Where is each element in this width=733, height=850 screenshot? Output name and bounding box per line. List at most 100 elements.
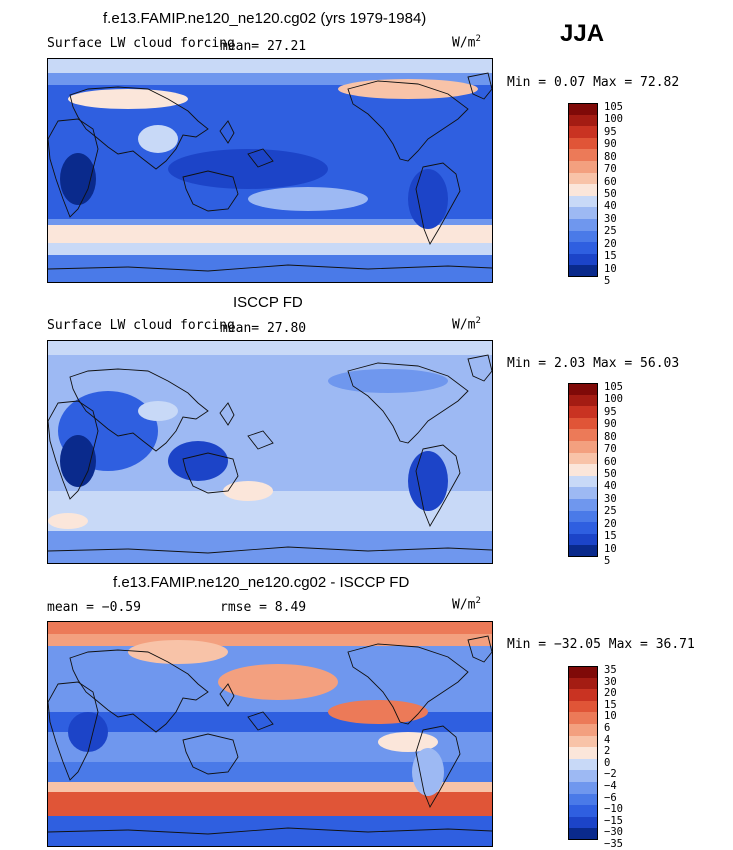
panel-2-map <box>47 340 493 564</box>
colorbar-tick-label: 90 <box>604 418 617 431</box>
coastline-antarctica <box>48 546 492 554</box>
colorbar-tick-label: 5 <box>604 275 611 287</box>
colorbar-tick-label: 70 <box>604 163 617 176</box>
field-patch <box>138 401 178 421</box>
coastline <box>182 733 239 775</box>
colorbar-tick-label: 105 <box>604 101 623 113</box>
colorbar-tick-label: −4 <box>604 780 617 792</box>
coastline <box>69 86 209 170</box>
coastline <box>467 72 492 100</box>
field-patch <box>68 89 188 109</box>
panel-3-rmse-label: rmse = 8.49 <box>220 600 307 615</box>
colorbar-frame <box>568 666 598 840</box>
panel-1-title: f.e13.FAMIP.ne120_ne120.cg02 (yrs 1979-1… <box>103 10 427 27</box>
colorbar-tick-label: 80 <box>604 150 617 163</box>
coastline-antarctica <box>48 827 492 835</box>
colorbar-tick-label: −30 <box>604 826 623 839</box>
coastline <box>347 80 469 162</box>
coastline <box>219 120 235 144</box>
field-patch <box>378 732 438 752</box>
field-patch <box>338 79 478 99</box>
colorbar-tick-label: 95 <box>604 125 617 138</box>
panel-2-title: ISCCP FD <box>233 294 303 311</box>
colorbar-tick-label: 4 <box>604 733 611 746</box>
colorbar-tick-label: −2 <box>604 768 617 781</box>
panel-3-units: W/m2 <box>452 596 481 613</box>
coastline <box>247 148 274 168</box>
field-patch <box>328 369 448 393</box>
field-band <box>48 243 492 255</box>
colorbar-tick-label: 50 <box>604 468 617 480</box>
coastline <box>69 649 209 733</box>
colorbar-tick-label: 2 <box>604 745 611 758</box>
panel-3-map <box>47 621 493 847</box>
panel-2-mean-label: mean= 27.80 <box>220 321 307 336</box>
colorbar-tick-label: 6 <box>604 722 611 734</box>
colorbar-tick-label: 15 <box>604 530 617 543</box>
field-patch <box>138 125 178 153</box>
colorbar-tick-label: 30 <box>604 492 617 505</box>
coastline <box>347 643 469 725</box>
colorbar-tick-label: 30 <box>604 675 617 688</box>
field-band <box>48 59 492 73</box>
panel-1-map-svg <box>48 59 492 282</box>
field-band <box>48 622 492 634</box>
panel-1-units: W/m2 <box>452 34 481 51</box>
colorbar-tick-label: 20 <box>604 517 617 530</box>
panel-1-map <box>47 58 493 283</box>
colorbar-tick-label: 100 <box>604 113 623 126</box>
coastline-antarctica <box>48 264 492 272</box>
field-patch <box>328 700 428 724</box>
colorbar-tick-label: 80 <box>604 430 617 443</box>
colorbar-frame <box>568 103 598 277</box>
coastline <box>347 362 469 444</box>
coastline <box>219 683 235 707</box>
panel-2-variable-label: Surface LW cloud forcing <box>47 318 235 333</box>
colorbar-tick-label: 90 <box>604 138 617 151</box>
panel-1-min-max: Min = 0.07 Max = 72.82 <box>507 75 680 90</box>
coastline <box>247 430 274 450</box>
coastline <box>48 400 99 500</box>
panel-2-map-svg <box>48 341 492 563</box>
coastline <box>415 444 461 528</box>
field-patch <box>48 513 88 529</box>
field-band <box>48 255 492 282</box>
colorbar-tick-label: −6 <box>604 791 617 804</box>
colorbar-tick-label: 10 <box>604 710 617 723</box>
colorbar-tick-label: 0 <box>604 756 611 769</box>
colorbar-tick-label: 60 <box>604 175 617 188</box>
coastline <box>415 162 461 246</box>
field-band <box>48 341 492 355</box>
panel-3-mean-label: mean = −0.59 <box>47 600 141 615</box>
colorbar-tick-label: 10 <box>604 262 617 275</box>
coastline <box>219 402 235 426</box>
panel-3-min-max: Min = −32.05 Max = 36.71 <box>507 637 695 652</box>
colorbar-tick-label: 25 <box>604 225 617 238</box>
field-patch <box>412 748 444 796</box>
panel-3-map-svg <box>48 622 492 846</box>
field-patch <box>218 664 338 700</box>
colorbar-tick-label: 105 <box>604 381 623 393</box>
field-patch <box>168 149 328 189</box>
coastline <box>182 170 239 212</box>
field-patch <box>128 640 228 664</box>
colorbar-tick-label: 50 <box>604 188 617 200</box>
colorbar-tick-label: 40 <box>604 480 617 493</box>
colorbar-tick-label: 15 <box>604 698 617 711</box>
colorbar-tick-label: −35 <box>604 838 623 850</box>
field-band <box>48 634 492 646</box>
field-patch <box>168 441 228 481</box>
field-patch <box>408 169 448 229</box>
field-band <box>48 792 492 816</box>
colorbar-tick-label: 15 <box>604 250 617 263</box>
coastline <box>467 354 492 382</box>
field-patch <box>408 451 448 511</box>
panel-1-variable-label: Surface LW cloud forcing <box>47 36 235 51</box>
coastline <box>415 725 461 809</box>
field-band <box>48 762 492 782</box>
colorbar-tick-label: 10 <box>604 542 617 555</box>
colorbar-tick-label: −15 <box>604 814 623 827</box>
colorbar-frame <box>568 383 598 557</box>
colorbar-tick-label: 95 <box>604 405 617 418</box>
colorbar-tick-label: 5 <box>604 555 611 567</box>
